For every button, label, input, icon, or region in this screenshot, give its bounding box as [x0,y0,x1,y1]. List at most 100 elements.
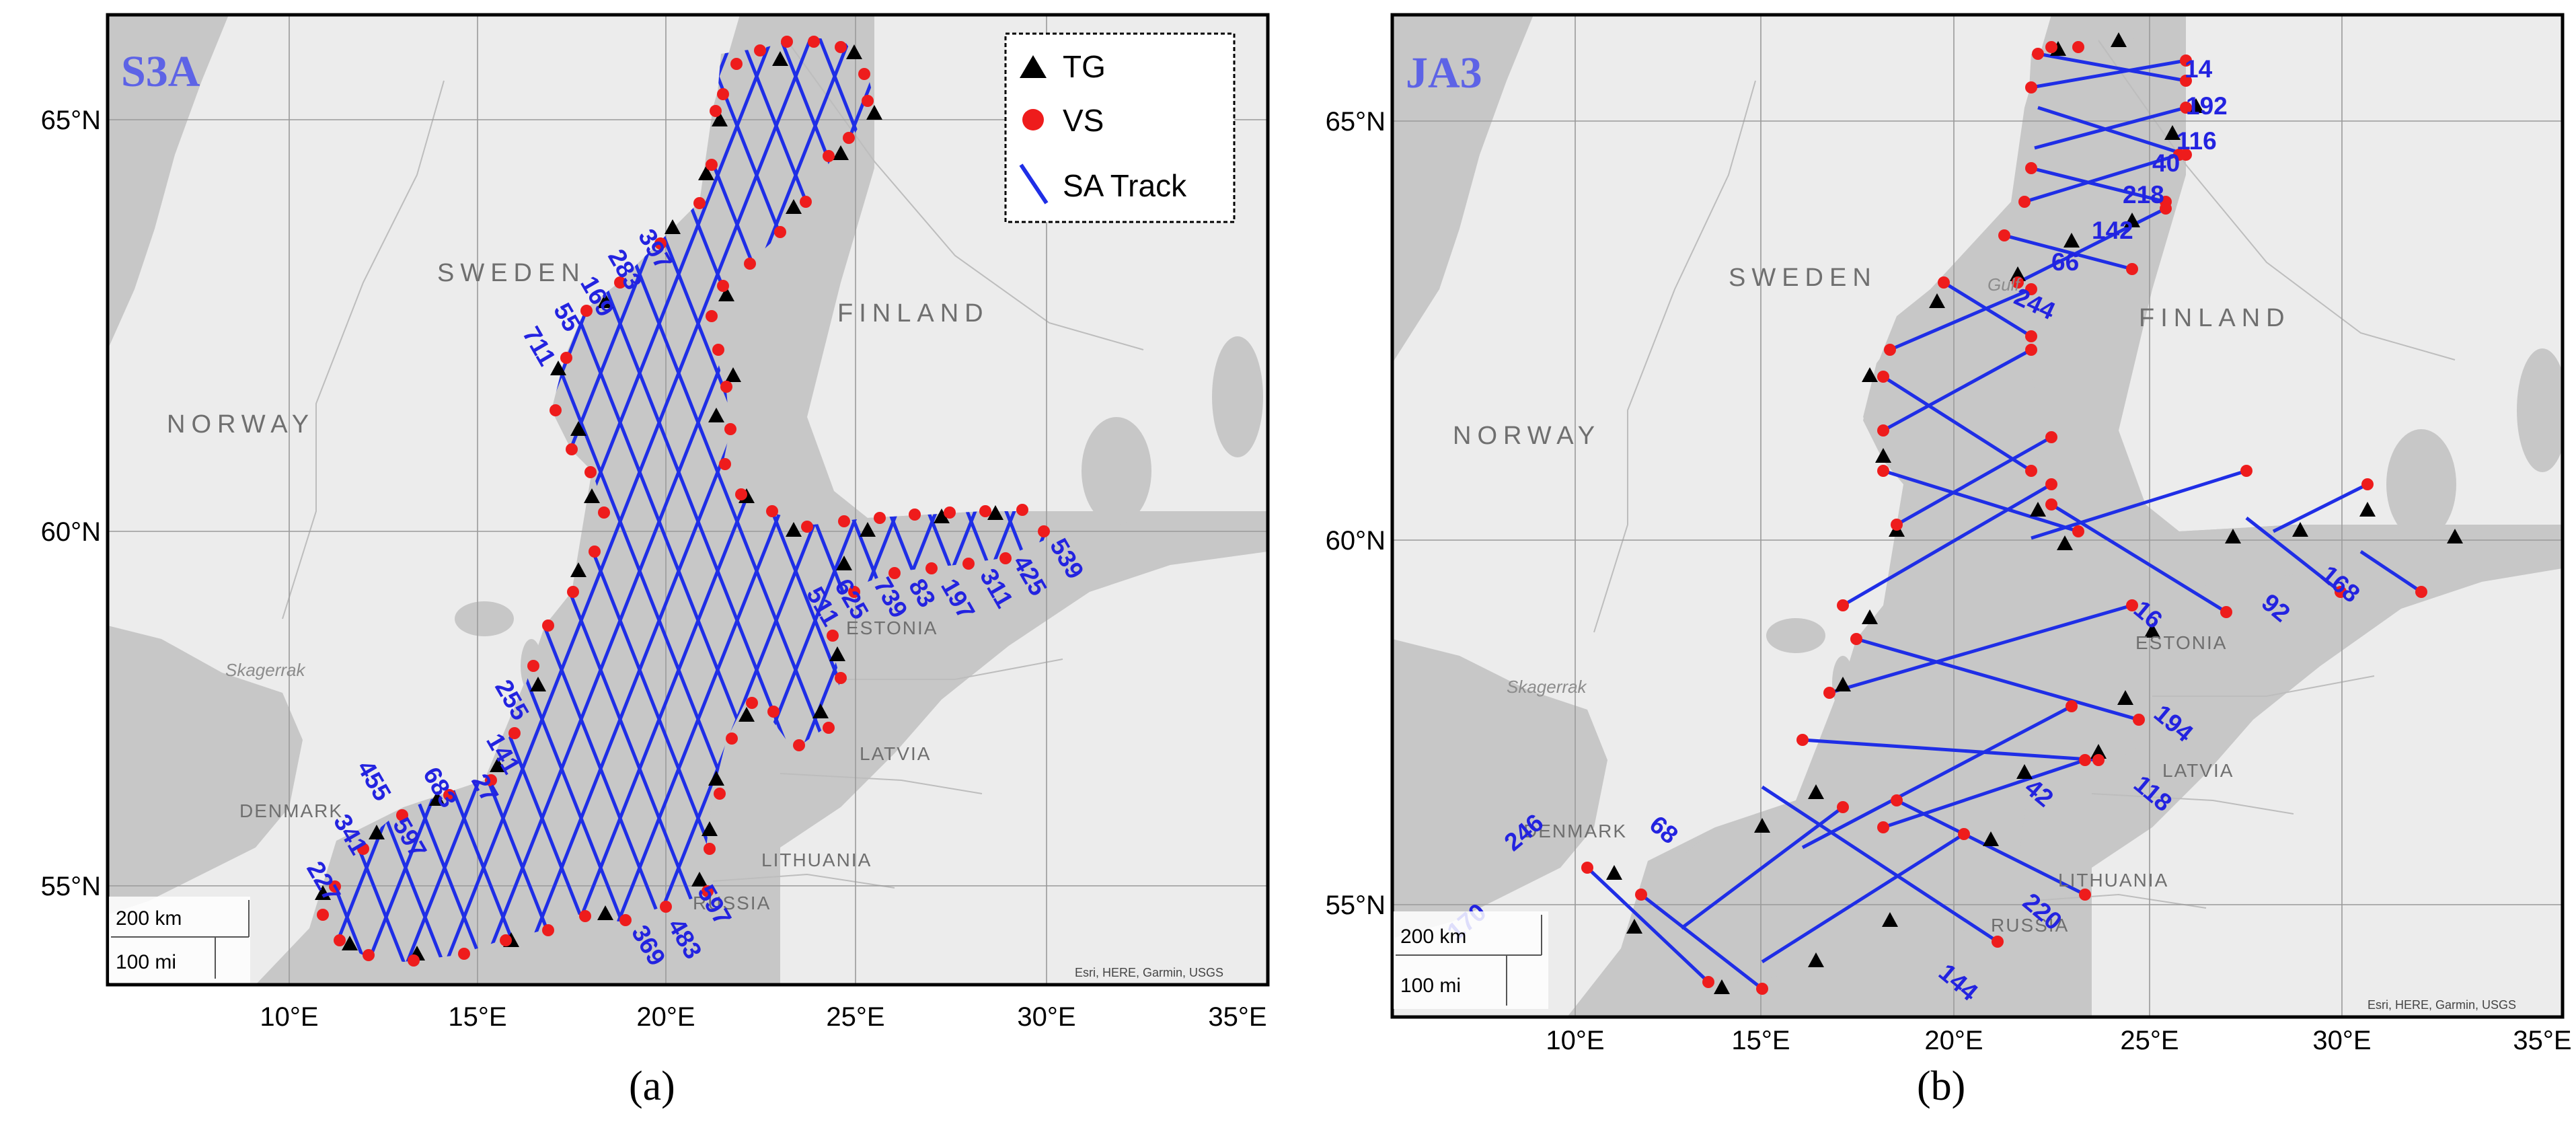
caption-a: (a) [629,1063,675,1109]
tg-marker [860,522,876,537]
vs-marker [823,722,835,734]
track-line [1640,893,1764,990]
tg-marker [2117,690,2133,705]
track-line [2359,550,2423,594]
vs-marker [579,910,591,922]
tg-marker [738,707,755,722]
tg-marker [698,165,714,180]
vs-marker [317,909,329,921]
track-line [2024,153,2180,204]
tg-marker [550,361,566,375]
vs-marker [443,789,455,801]
vs-marker [1992,936,2004,948]
tg-marker [1862,367,1878,382]
track-line [1761,785,1999,944]
vs-marker [527,660,539,672]
track-line [1882,348,2033,432]
tg-marker [2447,529,2463,543]
track-line [0,27,61,982]
y-tick-label: 65°N [41,106,101,135]
tg-marker [702,821,718,836]
vs-marker [706,310,718,322]
vs-marker [827,630,839,642]
label-lithuania: LITHUANIA [2058,870,2168,891]
vs-marker [793,739,805,751]
tg-marker [712,112,728,126]
lake-vanern [455,601,514,636]
track-line [0,27,113,982]
vs-marker [408,954,420,967]
track-label: 218 [2123,181,2164,209]
label-estonia: ESTONIA [2135,632,2227,653]
tg-marker [2016,764,2033,779]
vs-marker [848,586,860,598]
track-line [2034,106,2187,150]
vs-marker [542,619,554,632]
tg-marker [2057,535,2073,550]
graticule [1392,15,2563,1017]
vs-marker [580,305,593,317]
vs-marker [823,150,835,162]
vs-marker [2415,586,2427,598]
vs-marker [909,509,921,521]
track-line [316,37,453,962]
x-tick-label: 35°E [2513,1026,2571,1055]
tg-marker [691,872,708,887]
tg-marker [2225,529,2241,543]
x-tick-label: 20°E [636,1002,695,1032]
panel-s3a: SWEDEN FINLAND NORWAY DENMARK ESTONIA LA… [0,13,1270,1032]
vs-marker [334,934,346,946]
track-line [1856,637,2139,722]
scale-km: 200 km [116,907,182,930]
legend: TG VS SA Track [1004,32,1236,223]
tg-marker [570,562,586,577]
vs-marker [1877,424,1889,437]
tg-marker [708,771,724,786]
vs-marker [357,843,369,855]
vs-marker [2240,465,2252,477]
vs-marker [862,95,874,107]
tg-marker [1754,818,1770,833]
vs-marker [1581,862,1593,874]
north-sea [1392,15,1533,363]
tg-marker [2292,522,2308,537]
vs-marker [744,258,756,270]
label-skagerrak: Skagerrak [225,660,306,680]
tg-marker [2144,623,2160,638]
vs-marker [712,344,724,356]
vs-marker [2066,700,2078,712]
vs-marker [800,196,812,208]
track-line [1883,469,2079,533]
tg-marker [597,905,613,920]
sa-tracks [1586,52,2423,990]
x-tick-label: 35°E [1208,1002,1266,1032]
vs-marker [2092,754,2105,766]
track-line [0,27,100,982]
vs-marker [925,562,938,574]
track-label: 142 [2092,217,2133,244]
label-finland: FINLAND [837,299,989,328]
tg-marker [1882,912,1898,927]
tg-marker [772,51,788,66]
skagerrak-water [1392,639,1607,938]
attribution: Esri, HERE, Garmin, USGS [1075,966,1223,979]
vs-marker [888,567,901,579]
track-line [1680,806,1844,930]
vs-marker [560,352,572,364]
tg-marker [490,757,506,772]
vs-marker [720,381,732,393]
tg-marker [812,704,829,718]
track-line [2031,59,2187,89]
vs-marker [550,404,562,416]
vs-marker [735,488,747,500]
track-line [1895,798,2086,897]
lake-vanern [1766,618,1825,653]
tg-marker [2124,213,2140,227]
label-estonia: ESTONIA [846,617,938,638]
x-tick-label: 25°E [2120,1026,2179,1055]
track-line [0,27,22,982]
track-line [1889,287,2032,352]
vs-marker [801,521,813,533]
vs-marker [2126,599,2138,611]
lake-ladoga [2386,429,2456,539]
